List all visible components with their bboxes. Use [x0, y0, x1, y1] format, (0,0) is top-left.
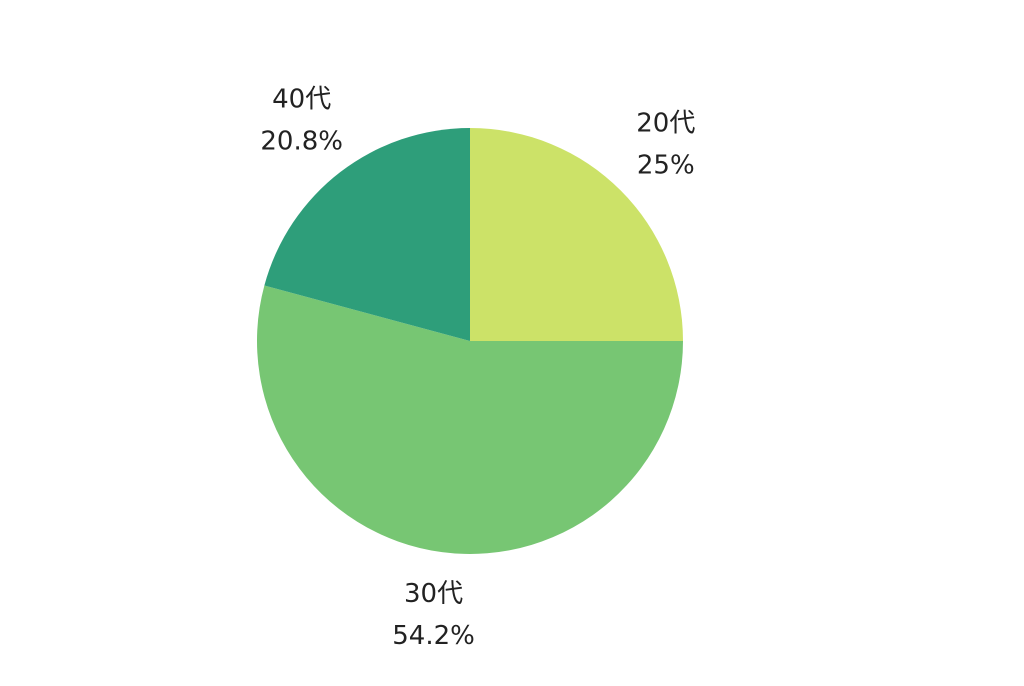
slice-category-label: 20代: [636, 109, 695, 139]
slice-value-label: 25%: [637, 151, 695, 181]
slice-value-label: 54.2%: [392, 621, 475, 651]
pie-slice: [256, 285, 683, 555]
slice-category-label: 30代: [404, 579, 463, 609]
pie-slice: [470, 128, 683, 341]
slice-category-label: 40代: [272, 85, 331, 115]
pie-slice: [264, 128, 470, 341]
slice-value-label: 20.8%: [260, 127, 343, 157]
